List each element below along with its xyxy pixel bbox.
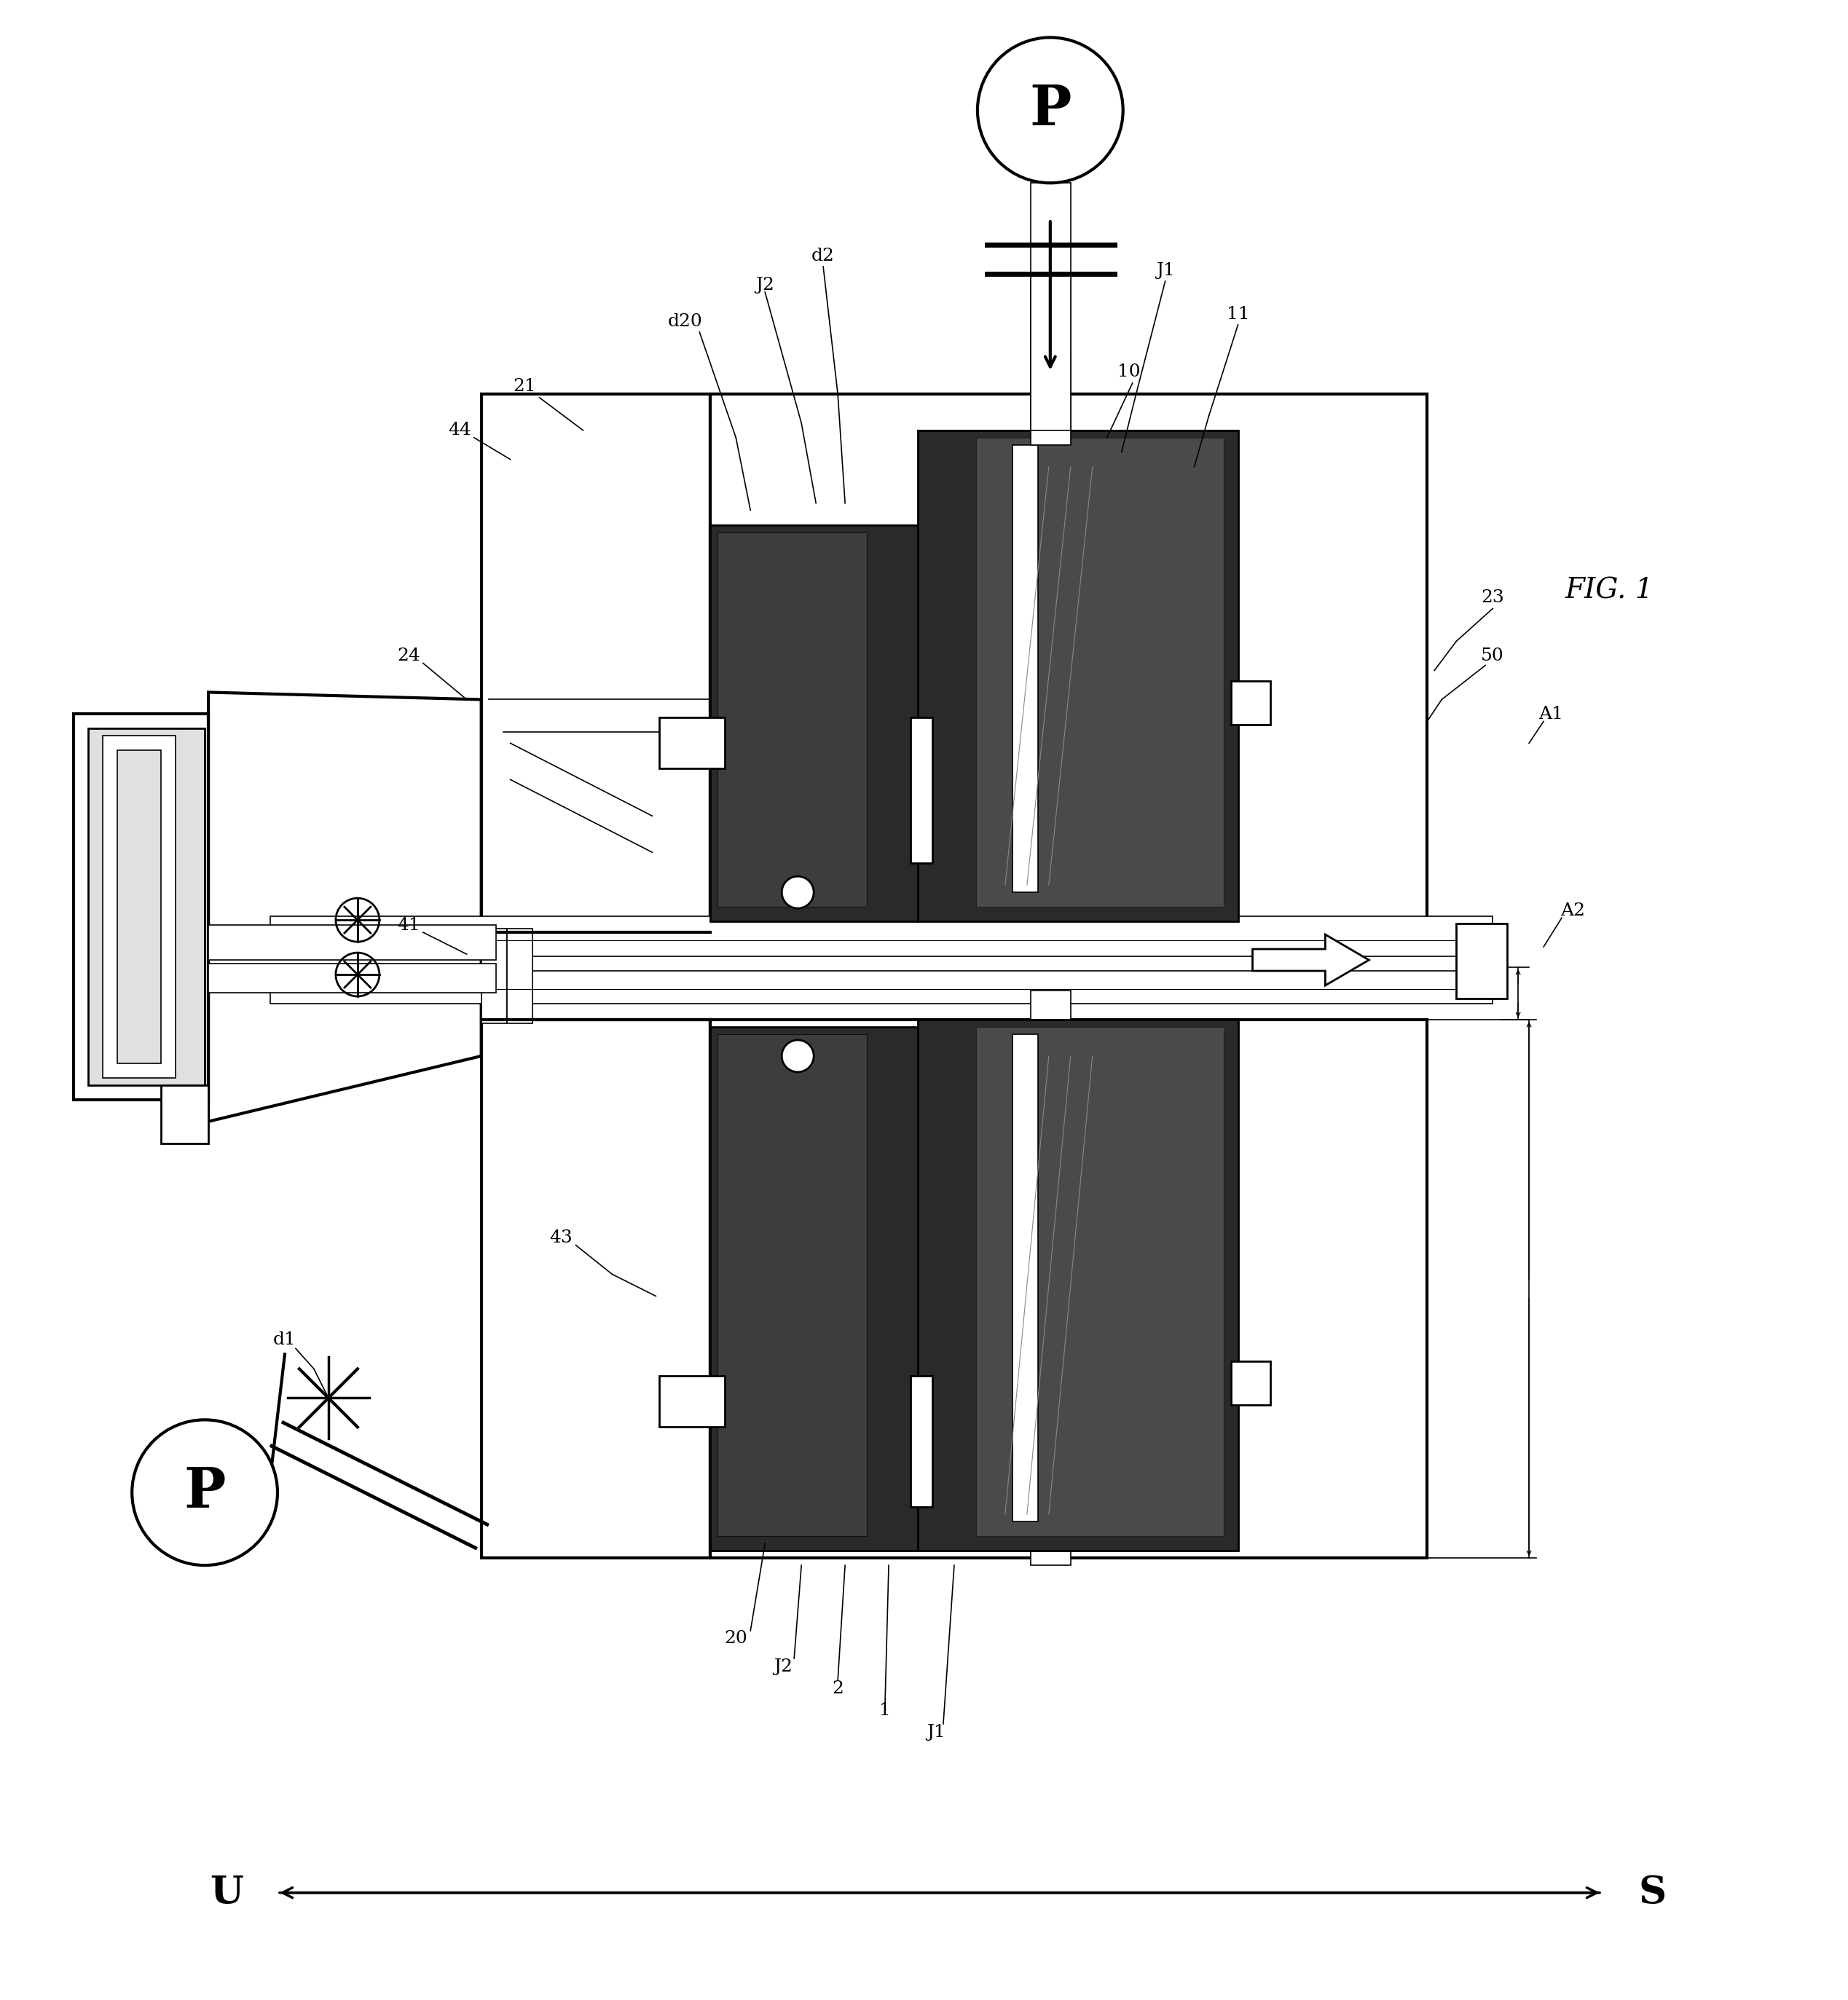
Bar bbox=[1031, 182, 1070, 430]
Text: J1: J1 bbox=[1155, 262, 1175, 278]
Bar bbox=[710, 524, 918, 922]
Bar bbox=[710, 1026, 918, 1550]
Bar bbox=[161, 1086, 209, 1144]
Text: J1: J1 bbox=[926, 1724, 946, 1742]
Text: 2: 2 bbox=[832, 1680, 843, 1698]
Bar bbox=[1231, 1362, 1271, 1406]
Polygon shape bbox=[1253, 934, 1369, 986]
Text: S: S bbox=[1639, 1874, 1667, 1912]
Text: P: P bbox=[1029, 84, 1072, 138]
Text: 21: 21 bbox=[514, 378, 536, 396]
Bar bbox=[660, 718, 724, 768]
Bar bbox=[270, 970, 1493, 1004]
Circle shape bbox=[782, 1040, 813, 1072]
Bar bbox=[710, 394, 1427, 932]
Bar bbox=[1031, 278, 1070, 444]
Bar bbox=[506, 928, 532, 1024]
Text: 10: 10 bbox=[1118, 364, 1140, 380]
Text: 50: 50 bbox=[1480, 648, 1504, 664]
Text: U: U bbox=[211, 1874, 244, 1912]
Bar bbox=[74, 714, 209, 1100]
Circle shape bbox=[131, 1420, 277, 1566]
Text: P: P bbox=[183, 1466, 225, 1520]
Text: 20: 20 bbox=[724, 1630, 747, 1646]
Bar bbox=[480, 1020, 710, 1558]
Bar bbox=[911, 1376, 933, 1508]
Text: 44: 44 bbox=[447, 422, 471, 438]
Text: d20: d20 bbox=[667, 312, 702, 330]
Bar bbox=[1013, 1034, 1039, 1522]
Bar bbox=[209, 926, 495, 960]
Bar bbox=[976, 438, 1223, 906]
Text: 23: 23 bbox=[1480, 590, 1504, 606]
Text: 43: 43 bbox=[549, 1230, 573, 1246]
Bar bbox=[1231, 682, 1271, 724]
Bar bbox=[911, 718, 933, 864]
Bar bbox=[1013, 444, 1039, 892]
Bar bbox=[717, 532, 867, 906]
Bar bbox=[118, 750, 161, 1064]
Bar bbox=[1031, 350, 1070, 430]
Text: 24: 24 bbox=[397, 648, 419, 664]
Text: d1: d1 bbox=[274, 1332, 296, 1348]
Bar bbox=[209, 964, 495, 992]
Bar bbox=[103, 736, 176, 1078]
Bar bbox=[976, 1026, 1223, 1536]
Bar bbox=[270, 916, 1493, 956]
Text: A1: A1 bbox=[1539, 706, 1563, 722]
Text: A2: A2 bbox=[1560, 902, 1586, 918]
Text: 1: 1 bbox=[880, 1702, 891, 1720]
Bar bbox=[480, 394, 710, 932]
Text: J2: J2 bbox=[774, 1658, 793, 1676]
Bar bbox=[710, 1020, 1427, 1558]
Bar bbox=[480, 928, 506, 1024]
Text: 41: 41 bbox=[397, 916, 419, 934]
Text: 11: 11 bbox=[1227, 306, 1249, 322]
Bar bbox=[717, 1034, 867, 1536]
Bar bbox=[1031, 990, 1070, 1566]
Bar bbox=[660, 1376, 724, 1428]
Text: J2: J2 bbox=[756, 276, 774, 294]
Text: FIG. 1: FIG. 1 bbox=[1565, 576, 1654, 604]
Bar bbox=[918, 1020, 1238, 1550]
Text: d2: d2 bbox=[811, 248, 835, 264]
Bar bbox=[89, 728, 205, 1086]
Polygon shape bbox=[209, 692, 480, 1122]
Bar bbox=[1456, 924, 1508, 998]
Circle shape bbox=[978, 38, 1124, 182]
Bar bbox=[918, 430, 1238, 922]
Circle shape bbox=[782, 876, 813, 908]
